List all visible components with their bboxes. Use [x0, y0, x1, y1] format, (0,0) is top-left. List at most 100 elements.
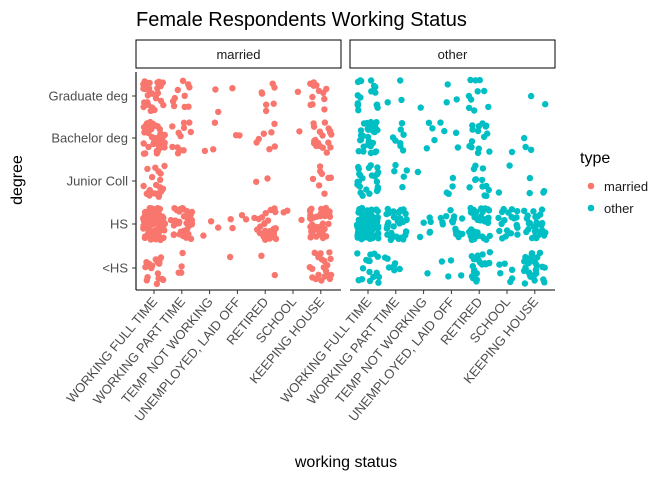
data-point: [374, 184, 381, 191]
data-point: [327, 174, 334, 181]
data-point: [417, 104, 424, 111]
data-point: [363, 225, 370, 232]
data-point: [187, 128, 194, 136]
data-point: [156, 205, 164, 213]
data-point: [400, 131, 407, 138]
data-point: [311, 139, 318, 147]
data-point: [479, 251, 486, 258]
data-point: [439, 221, 446, 228]
legend-label-other: other: [604, 201, 634, 216]
data-point: [469, 263, 476, 270]
data-point: [357, 77, 365, 85]
data-point: [181, 103, 188, 111]
data-point: [475, 145, 482, 152]
data-point: [179, 205, 186, 212]
data-point: [253, 139, 260, 146]
data-point: [540, 230, 547, 237]
data-point: [521, 207, 528, 214]
data-point: [474, 252, 481, 259]
data-point: [390, 223, 397, 230]
data-point: [308, 205, 315, 212]
data-point: [532, 213, 539, 221]
data-point: [183, 220, 190, 227]
data-point: [177, 132, 184, 140]
data-point: [358, 276, 366, 283]
data-point: [140, 140, 147, 147]
data-point: [145, 143, 152, 151]
data-point: [468, 236, 476, 243]
legend-key-other: [587, 204, 595, 212]
data-point: [326, 213, 334, 220]
data-point: [531, 277, 538, 284]
data-point: [526, 189, 533, 197]
data-point: [501, 260, 508, 267]
data-point: [514, 208, 521, 215]
data-point: [485, 260, 493, 267]
data-point: [530, 223, 537, 230]
data-point: [157, 82, 164, 90]
data-point: [155, 224, 162, 232]
data-point: [174, 144, 181, 151]
data-point: [521, 280, 529, 287]
data-point: [374, 253, 381, 260]
data-point: [484, 218, 491, 226]
data-point: [147, 107, 154, 115]
data-point: [474, 229, 481, 236]
data-point: [309, 265, 316, 272]
data-point: [383, 210, 390, 218]
data-point: [268, 129, 275, 136]
data-point: [471, 107, 478, 114]
data-point: [373, 206, 380, 213]
data-point: [200, 232, 207, 239]
data-point: [354, 181, 361, 188]
data-point: [153, 150, 161, 157]
data-point: [141, 84, 148, 91]
data-point: [416, 233, 424, 241]
data-point: [362, 218, 370, 226]
data-point: [479, 208, 486, 216]
data-point: [472, 176, 480, 183]
data-point: [316, 228, 323, 235]
data-point: [264, 175, 271, 182]
data-point: [367, 162, 374, 169]
data-point: [458, 215, 466, 222]
y-axis-title: degree: [9, 155, 26, 205]
data-point: [160, 101, 167, 109]
data-point: [397, 126, 404, 133]
data-point: [271, 143, 278, 150]
data-point: [485, 103, 492, 111]
data-point: [368, 88, 375, 95]
data-point: [495, 189, 503, 196]
y-tick-label: Junior Coll: [67, 174, 129, 189]
data-point: [392, 161, 399, 169]
data-point: [321, 225, 328, 233]
data-point: [186, 119, 193, 126]
data-point: [366, 268, 373, 276]
data-point: [471, 214, 478, 221]
data-point: [321, 95, 328, 103]
data-point: [525, 220, 533, 227]
data-point: [374, 104, 381, 111]
data-point: [167, 216, 175, 224]
data-point: [158, 188, 165, 195]
data-point: [452, 227, 459, 234]
data-point: [359, 192, 366, 199]
data-point: [363, 186, 370, 193]
data-point: [149, 90, 156, 97]
data-point: [321, 212, 328, 220]
data-point: [449, 219, 456, 226]
data-point: [538, 206, 546, 213]
data-point: [447, 207, 454, 214]
data-point: [508, 148, 516, 156]
facet-strip-married: married: [135, 39, 342, 69]
data-point: [507, 230, 515, 237]
data-point: [310, 123, 318, 130]
data-point: [150, 140, 157, 148]
data-point: [327, 255, 334, 263]
data-point: [258, 90, 266, 97]
data-point: [357, 136, 365, 143]
data-point: [157, 254, 165, 261]
data-point: [169, 143, 176, 151]
data-point: [266, 146, 273, 153]
data-point: [144, 274, 151, 281]
